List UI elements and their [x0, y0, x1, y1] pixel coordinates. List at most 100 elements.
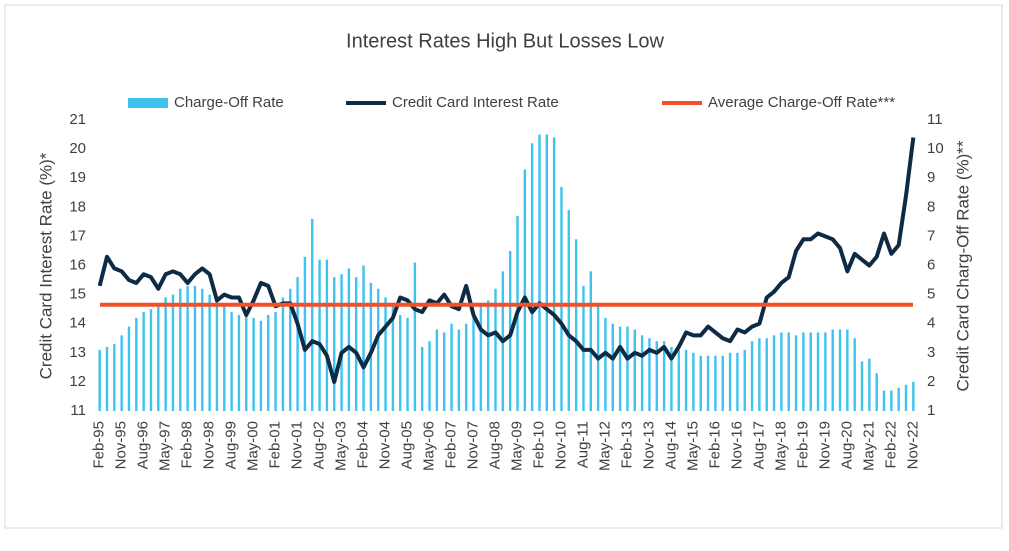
bar	[223, 306, 226, 411]
y2-tick-label: 6	[927, 256, 935, 273]
x-tick-label: May-06	[421, 421, 438, 471]
y2-tick-label: 3	[927, 344, 935, 361]
legend-label: Credit Card Interest Rate	[392, 94, 559, 111]
bar	[618, 326, 622, 411]
bar	[149, 309, 153, 411]
x-tick-label: May-97	[157, 421, 174, 471]
y2-tick-label: 8	[927, 198, 935, 215]
y2-tick-label: 1	[927, 402, 935, 419]
y-tick-label: 16	[69, 256, 86, 273]
bar	[377, 288, 380, 411]
bar	[552, 137, 556, 411]
bar	[171, 294, 175, 411]
x-tick-label: Feb-07	[442, 421, 459, 469]
bar	[186, 285, 189, 411]
y2-tick-label: 9	[927, 169, 935, 186]
x-tick-label: Feb-98	[179, 421, 196, 469]
bar	[838, 329, 842, 411]
bar	[787, 332, 790, 411]
bar	[912, 381, 915, 411]
y2-tick-label: 2	[927, 373, 935, 390]
x-tick-label: Aug-11	[574, 421, 591, 468]
bar	[736, 352, 739, 411]
bar	[758, 338, 761, 411]
bar	[120, 335, 123, 411]
bar	[391, 306, 395, 411]
legend-label: Charge-Off Rate	[174, 94, 284, 111]
x-tick-label: May-00	[245, 421, 262, 471]
bar	[780, 332, 783, 411]
bar	[479, 306, 483, 411]
bar	[853, 338, 856, 411]
bar	[421, 346, 424, 411]
bar	[721, 355, 724, 411]
bar	[684, 349, 688, 411]
y2-tick-label: 5	[927, 286, 935, 303]
bar	[362, 265, 365, 411]
y2-tick-label: 4	[927, 315, 935, 332]
bar	[662, 341, 666, 411]
x-tick-label: Feb-16	[706, 421, 723, 469]
bar	[98, 349, 101, 411]
bar	[824, 332, 827, 411]
bar	[494, 288, 497, 411]
bar	[897, 387, 900, 411]
bar	[457, 329, 461, 411]
bar	[560, 186, 563, 411]
x-tick-label: Feb-01	[267, 421, 284, 469]
bar	[692, 352, 695, 411]
bar	[530, 143, 534, 411]
bar	[875, 373, 878, 411]
legend-swatch	[128, 98, 168, 108]
y-tick-label: 15	[69, 286, 86, 303]
y2-tick-label: 10	[927, 140, 944, 157]
x-tick-label: May-09	[508, 421, 525, 471]
bar	[648, 338, 651, 411]
bar	[890, 390, 893, 411]
x-tick-label: Aug-14	[662, 421, 679, 469]
bar	[567, 210, 571, 411]
bar	[589, 271, 592, 411]
x-tick-label: Nov-10	[552, 421, 569, 469]
bar	[538, 134, 541, 412]
bar	[113, 344, 116, 411]
bar	[882, 390, 886, 411]
y2-tick-label: 7	[927, 227, 935, 244]
bar	[450, 323, 453, 411]
bar	[333, 277, 336, 411]
bar	[523, 169, 527, 411]
bar	[604, 317, 607, 411]
bar	[486, 300, 490, 411]
bar	[340, 274, 343, 411]
bar	[369, 282, 373, 411]
y-tick-label: 20	[69, 140, 86, 157]
bar	[230, 312, 233, 411]
x-tick-label: Aug-96	[135, 421, 152, 469]
x-tick-label: Feb-22	[882, 421, 899, 469]
bar	[274, 312, 277, 411]
x-tick-label: May-18	[772, 421, 789, 471]
bar	[750, 341, 754, 411]
bar	[428, 341, 431, 411]
x-tick-label: Feb-95	[91, 421, 108, 469]
bar	[626, 326, 629, 411]
x-tick-label: May-15	[684, 421, 701, 471]
bar	[347, 268, 351, 411]
x-tick-label: Aug-05	[399, 421, 416, 469]
bar	[245, 314, 248, 411]
bar	[670, 346, 673, 411]
x-tick-label: Aug-20	[838, 421, 855, 469]
x-tick-label: Aug-02	[311, 421, 328, 469]
chart-title: Interest Rates High But Losses Low	[346, 30, 664, 52]
bar	[215, 297, 219, 411]
x-tick-label: Nov-19	[816, 421, 833, 469]
bar	[765, 338, 768, 411]
line	[97, 137, 916, 384]
bar	[384, 297, 387, 411]
bar	[868, 358, 871, 411]
y-tick-label: 11	[70, 402, 86, 419]
x-tick-label: Nov-01	[289, 421, 306, 469]
x-tick-label: Aug-99	[223, 421, 240, 469]
bar	[142, 312, 145, 411]
x-tick-label: Feb-13	[618, 421, 635, 469]
